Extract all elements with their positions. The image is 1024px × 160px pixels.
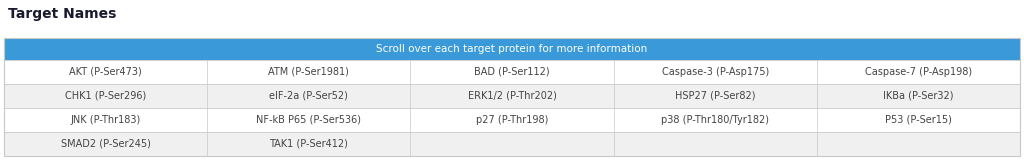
Text: JNK (P-Thr183): JNK (P-Thr183) xyxy=(71,115,140,125)
Text: TAK1 (P-Ser412): TAK1 (P-Ser412) xyxy=(269,139,348,149)
Bar xyxy=(4,84,1020,108)
Text: ATM (P-Ser1981): ATM (P-Ser1981) xyxy=(268,67,349,77)
Text: IKBa (P-Ser32): IKBa (P-Ser32) xyxy=(883,91,953,101)
Text: p27 (P-Thr198): p27 (P-Thr198) xyxy=(476,115,548,125)
Text: Caspase-3 (P-Asp175): Caspase-3 (P-Asp175) xyxy=(662,67,769,77)
Text: P53 (P-Ser15): P53 (P-Ser15) xyxy=(885,115,952,125)
Text: ERK1/2 (P-Thr202): ERK1/2 (P-Thr202) xyxy=(468,91,556,101)
Text: CHK1 (P-Ser296): CHK1 (P-Ser296) xyxy=(65,91,146,101)
Text: NF-kB P65 (P-Ser536): NF-kB P65 (P-Ser536) xyxy=(256,115,361,125)
Text: Target Names: Target Names xyxy=(8,7,117,21)
Text: eIF-2a (P-Ser52): eIF-2a (P-Ser52) xyxy=(269,91,348,101)
Text: Scroll over each target protein for more information: Scroll over each target protein for more… xyxy=(377,44,647,54)
Text: HSP27 (P-Ser82): HSP27 (P-Ser82) xyxy=(675,91,756,101)
Bar xyxy=(4,38,1020,156)
Text: Caspase-7 (P-Asp198): Caspase-7 (P-Asp198) xyxy=(865,67,972,77)
Text: p38 (P-Thr180/Tyr182): p38 (P-Thr180/Tyr182) xyxy=(662,115,769,125)
Bar xyxy=(4,38,1020,60)
Text: BAD (P-Ser112): BAD (P-Ser112) xyxy=(474,67,550,77)
Bar xyxy=(4,60,1020,84)
Text: SMAD2 (P-Ser245): SMAD2 (P-Ser245) xyxy=(60,139,151,149)
Bar xyxy=(4,132,1020,156)
Bar xyxy=(4,108,1020,132)
Text: AKT (P-Ser473): AKT (P-Ser473) xyxy=(70,67,142,77)
